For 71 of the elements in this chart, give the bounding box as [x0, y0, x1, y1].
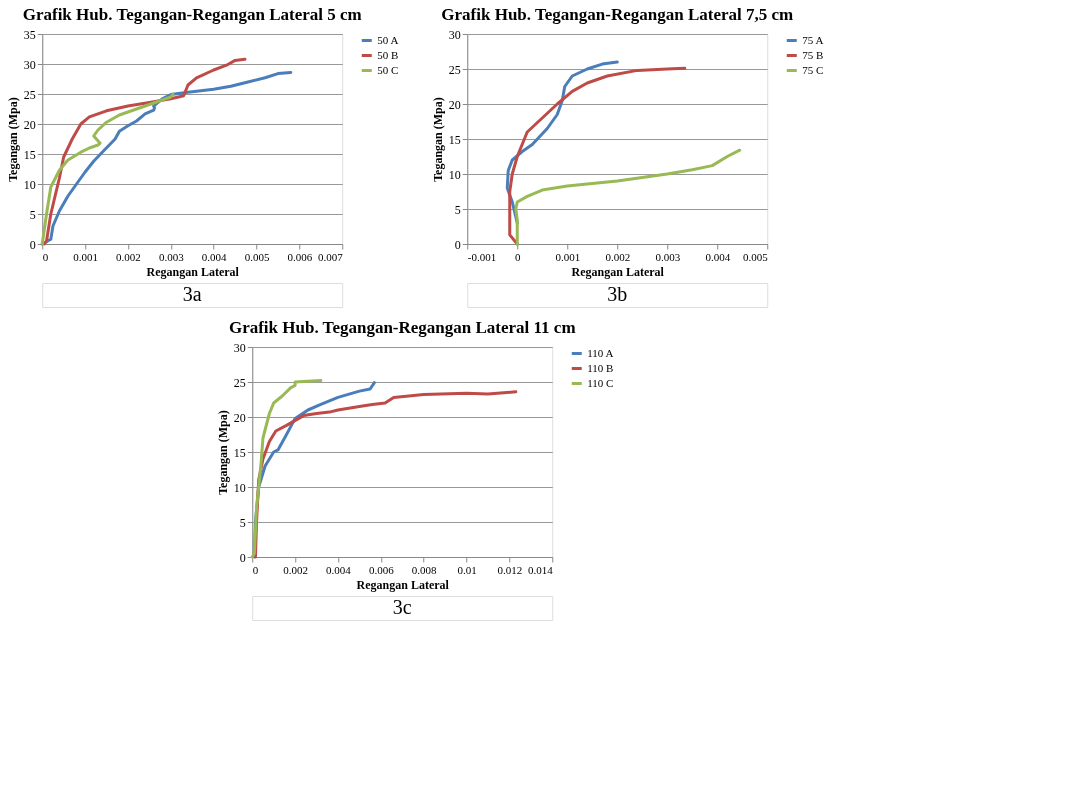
y-tick-label: 25 — [23, 87, 36, 102]
x-tick-label: 0.006 — [368, 563, 395, 576]
y-tick-label: 20 — [448, 97, 461, 112]
x-tick-label: 0.008 — [411, 563, 438, 576]
x-tick-label: 0 — [252, 563, 259, 576]
x-tick-label: -0.001 — [467, 250, 497, 263]
y-tick-label: 10 — [448, 167, 461, 182]
legend-label: 75 A — [802, 33, 824, 46]
x-tick-label: 0.002 — [605, 250, 631, 263]
y-tick-label: 10 — [233, 480, 246, 495]
x-tick-label: 0.004 — [201, 250, 228, 263]
x-tick-label: 0 — [42, 250, 49, 263]
y-axis-title: Tegangan (Mpa) — [215, 410, 230, 495]
x-tick-label: 0.005 — [244, 250, 270, 263]
y-tick-label: 15 — [233, 445, 246, 460]
y-tick-label: 30 — [233, 340, 246, 355]
y-tick-label: 0 — [239, 550, 246, 565]
x-tick-label: 0.003 — [158, 250, 185, 263]
x-tick-label: 0.01 — [457, 563, 477, 576]
x-tick-label: 0.005 — [743, 250, 769, 263]
y-tick-label: 5 — [454, 202, 461, 217]
x-tick-label: 0.014 — [528, 563, 554, 576]
line-series — [508, 66, 687, 246]
text: 3b — [607, 283, 628, 305]
y-tick-label: 25 — [448, 62, 461, 77]
line-series — [250, 379, 323, 559]
chart-title: Grafik Hub. Tegangan-Regangan Lateral 11 cm — [228, 318, 576, 337]
legend-label: 50 A — [377, 33, 399, 46]
x-tick-label: 0.004 — [326, 563, 352, 576]
line-series — [42, 57, 247, 246]
x-axis-title: Regangan Lateral — [571, 264, 665, 279]
x-tick-label: 0.001 — [73, 250, 98, 263]
legend-label: 50 B — [377, 48, 399, 61]
y-tick-label: 20 — [23, 117, 36, 132]
y-tick-label: 5 — [29, 207, 36, 222]
y-tick-label: 0 — [29, 237, 36, 252]
x-axis-title: Regangan Lateral — [146, 264, 240, 279]
y-axis-title: Tegangan (Mpa) — [5, 97, 20, 182]
y-tick-label: 30 — [448, 27, 461, 42]
chart-title: Grafik Hub. Tegangan-Regangan Lateral 5 cm — [22, 5, 362, 24]
x-tick-label: 0.012 — [497, 563, 523, 576]
legend-label: 110 A — [587, 346, 614, 359]
text: 3c — [392, 596, 412, 618]
y-tick-label: 0 — [454, 237, 461, 252]
legend-label: 75 C — [802, 63, 824, 76]
x-tick-label: 0.003 — [655, 250, 681, 263]
legend-label: 110 C — [587, 376, 614, 389]
line-series — [514, 148, 742, 246]
y-tick-label: 30 — [23, 57, 36, 72]
legend-label: 50 C — [377, 63, 399, 76]
y-tick-label: 10 — [23, 177, 36, 192]
x-tick-label: 0 — [515, 250, 521, 263]
y-tick-label: 35 — [23, 27, 36, 42]
x-axis-title: Regangan Lateral — [356, 577, 450, 592]
line-series — [40, 92, 175, 246]
y-tick-label: 5 — [239, 515, 246, 530]
y-tick-label: 25 — [233, 375, 246, 390]
y-tick-label: 15 — [448, 132, 461, 147]
x-tick-label: 0.001 — [555, 250, 581, 263]
x-tick-label: 0.006 — [287, 250, 313, 263]
text: 3a — [182, 283, 202, 305]
x-tick-label: 0.002 — [116, 250, 141, 263]
chart-title: Grafik Hub. Tegangan-Regangan Lateral 7,5 cm — [441, 5, 794, 24]
x-tick-label: 0.007 — [318, 250, 344, 263]
y-tick-label: 20 — [233, 410, 246, 425]
x-tick-label: 0.002 — [283, 563, 308, 576]
x-tick-label: 0.004 — [705, 250, 731, 263]
legend-label: 75 B — [802, 48, 824, 61]
y-axis-title: Tegangan (Mpa) — [430, 97, 445, 182]
legend-label: 110 B — [587, 361, 614, 374]
y-tick-label: 15 — [23, 147, 36, 162]
